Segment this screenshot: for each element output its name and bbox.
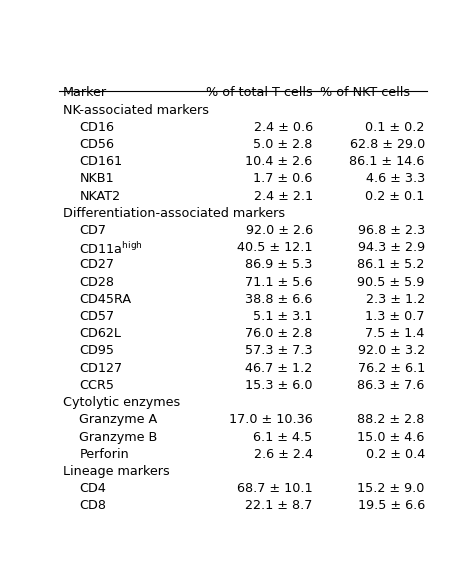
Text: 19.5 ± 6.6: 19.5 ± 6.6 [357,499,425,512]
Text: CD95: CD95 [80,345,114,358]
Text: 15.0 ± 4.6: 15.0 ± 4.6 [357,430,425,443]
Text: NKB1: NKB1 [80,172,114,185]
Text: 22.1 ± 8.7: 22.1 ± 8.7 [246,499,313,512]
Text: 15.2 ± 9.0: 15.2 ± 9.0 [357,482,425,495]
Text: 0.1 ± 0.2: 0.1 ± 0.2 [365,121,425,134]
Text: CD57: CD57 [80,310,115,323]
Text: Granzyme B: Granzyme B [80,430,158,443]
Text: CD4: CD4 [80,482,106,495]
Text: 76.2 ± 6.1: 76.2 ± 6.1 [357,362,425,375]
Text: 2.6 ± 2.4: 2.6 ± 2.4 [254,447,313,461]
Text: CD127: CD127 [80,362,123,375]
Text: 2.4 ± 2.1: 2.4 ± 2.1 [254,190,313,203]
Text: 86.3 ± 7.6: 86.3 ± 7.6 [357,379,425,392]
Text: Cytolytic enzymes: Cytolytic enzymes [63,396,180,409]
Text: 38.8 ± 6.6: 38.8 ± 6.6 [246,293,313,306]
Text: CD27: CD27 [80,259,114,272]
Text: 1.3 ± 0.7: 1.3 ± 0.7 [365,310,425,323]
Text: 92.0 ± 3.2: 92.0 ± 3.2 [357,345,425,358]
Text: 90.5 ± 5.9: 90.5 ± 5.9 [357,276,425,289]
Text: Perforin: Perforin [80,447,129,461]
Text: 2.4 ± 0.6: 2.4 ± 0.6 [254,121,313,134]
Text: 71.1 ± 5.6: 71.1 ± 5.6 [245,276,313,289]
Text: 5.0 ± 2.8: 5.0 ± 2.8 [253,138,313,151]
Text: 15.3 ± 6.0: 15.3 ± 6.0 [245,379,313,392]
Text: 4.6 ± 3.3: 4.6 ± 3.3 [365,172,425,185]
Text: CD56: CD56 [80,138,114,151]
Text: 46.7 ± 1.2: 46.7 ± 1.2 [246,362,313,375]
Text: Granzyme A: Granzyme A [80,413,158,426]
Text: 76.0 ± 2.8: 76.0 ± 2.8 [246,328,313,340]
Text: 1.7 ± 0.6: 1.7 ± 0.6 [253,172,313,185]
Text: 2.3 ± 1.2: 2.3 ± 1.2 [365,293,425,306]
Text: 0.2 ± 0.1: 0.2 ± 0.1 [365,190,425,203]
Text: NKAT2: NKAT2 [80,190,120,203]
Text: Differentiation-associated markers: Differentiation-associated markers [63,207,285,220]
Text: % of total T cells: % of total T cells [206,86,313,99]
Text: CD62L: CD62L [80,328,121,340]
Text: 86.9 ± 5.3: 86.9 ± 5.3 [246,259,313,272]
Text: 92.0 ± 2.6: 92.0 ± 2.6 [246,224,313,237]
Text: 62.8 ± 29.0: 62.8 ± 29.0 [349,138,425,151]
Text: 5.1 ± 3.1: 5.1 ± 3.1 [253,310,313,323]
Text: NK-associated markers: NK-associated markers [63,103,209,116]
Text: CD161: CD161 [80,155,123,168]
Text: CD45RA: CD45RA [80,293,132,306]
Text: 7.5 ± 1.4: 7.5 ± 1.4 [365,328,425,340]
Text: 94.3 ± 2.9: 94.3 ± 2.9 [358,241,425,254]
Text: 6.1 ± 4.5: 6.1 ± 4.5 [254,430,313,443]
Text: 88.2 ± 2.8: 88.2 ± 2.8 [357,413,425,426]
Text: 0.2 ± 0.4: 0.2 ± 0.4 [365,447,425,461]
Text: 10.4 ± 2.6: 10.4 ± 2.6 [246,155,313,168]
Text: 68.7 ± 10.1: 68.7 ± 10.1 [237,482,313,495]
Text: 86.1 ± 14.6: 86.1 ± 14.6 [349,155,425,168]
Text: 96.8 ± 2.3: 96.8 ± 2.3 [357,224,425,237]
Text: 86.1 ± 5.2: 86.1 ± 5.2 [357,259,425,272]
Text: CD8: CD8 [80,499,107,512]
Text: CD7: CD7 [80,224,107,237]
Text: 40.5 ± 12.1: 40.5 ± 12.1 [237,241,313,254]
Text: Marker: Marker [63,86,107,99]
Text: CD11a$^{\mathregular{high}}$: CD11a$^{\mathregular{high}}$ [80,241,143,257]
Text: % of NKT cells: % of NKT cells [320,86,410,99]
Text: CD28: CD28 [80,276,114,289]
Text: 57.3 ± 7.3: 57.3 ± 7.3 [245,345,313,358]
Text: Lineage markers: Lineage markers [63,465,170,478]
Text: 17.0 ± 10.36: 17.0 ± 10.36 [229,413,313,426]
Text: CD16: CD16 [80,121,114,134]
Text: CCR5: CCR5 [80,379,114,392]
